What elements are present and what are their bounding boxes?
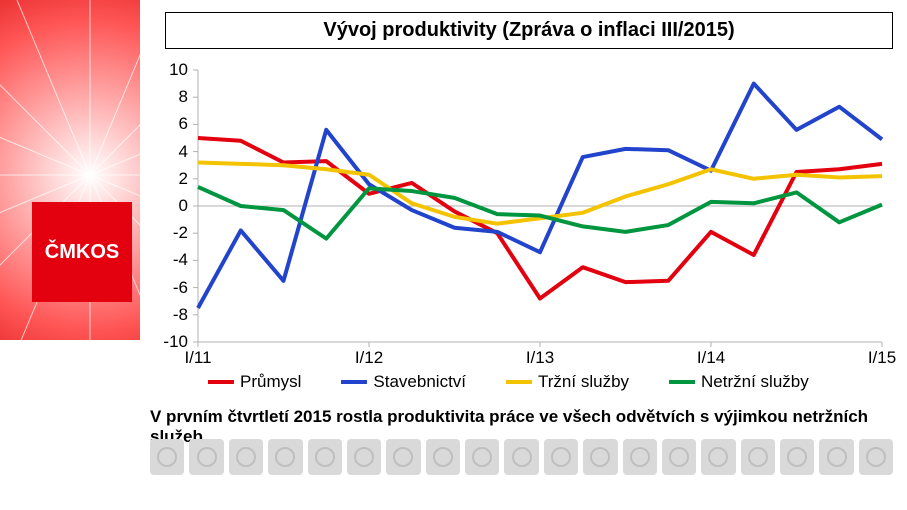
- legend: Průmysl Stavebnictví Tržní služby Netržní s…: [208, 372, 809, 392]
- logo-text: ČMKOS: [45, 241, 119, 264]
- affiliate-logo-placeholder: [741, 439, 775, 475]
- affiliate-logo-placeholder: [347, 439, 381, 475]
- legend-label: Průmysl: [240, 372, 301, 392]
- series-line: [198, 187, 882, 239]
- affiliate-logo-placeholder: [701, 439, 735, 475]
- legend-swatch: [669, 380, 695, 384]
- x-tick-label: I/11: [184, 348, 211, 368]
- chart-svg: [150, 60, 892, 380]
- affiliate-logo-placeholder: [386, 439, 420, 475]
- chart-area: 1086420-2-4-6-8-10 I/11I/12I/13I/14I/15: [150, 60, 892, 380]
- legend-swatch: [208, 380, 234, 384]
- affiliate-logo-placeholder: [268, 439, 302, 475]
- affiliate-logo-placeholder: [189, 439, 223, 475]
- legend-item: Stavebnictví: [341, 372, 466, 392]
- affiliate-logo-placeholder: [662, 439, 696, 475]
- x-tick-label: I/15: [868, 348, 896, 368]
- affiliate-logo-placeholder: [465, 439, 499, 475]
- affiliate-logo-placeholder: [544, 439, 578, 475]
- x-tick-label: I/14: [697, 348, 725, 368]
- legend-label: Netržní služby: [701, 372, 809, 392]
- affiliate-logo-placeholder: [504, 439, 538, 475]
- legend-item: Průmysl: [208, 372, 301, 392]
- affiliate-logo-placeholder: [308, 439, 342, 475]
- x-tick-label: I/13: [526, 348, 554, 368]
- legend-swatch: [341, 380, 367, 384]
- legend-label: Tržní služby: [538, 372, 629, 392]
- logo-box: ČMKOS: [32, 202, 132, 302]
- affiliate-logo-placeholder: [819, 439, 853, 475]
- legend-swatch: [506, 380, 532, 384]
- affiliate-logo-placeholder: [583, 439, 617, 475]
- chart-title: Vývoj produktivity (Zpráva o inflaci III…: [323, 19, 734, 41]
- legend-label: Stavebnictví: [373, 372, 466, 392]
- x-tick-label: I/12: [355, 348, 383, 368]
- affiliate-logo-placeholder: [859, 439, 893, 475]
- affiliate-logo-placeholder: [150, 439, 184, 475]
- affiliate-logo-placeholder: [426, 439, 460, 475]
- logo-strip: [150, 437, 893, 477]
- legend-item: Netržní služby: [669, 372, 809, 392]
- affiliate-logo-placeholder: [623, 439, 657, 475]
- affiliate-logo-placeholder: [780, 439, 814, 475]
- legend-item: Tržní služby: [506, 372, 629, 392]
- affiliate-logo-placeholder: [229, 439, 263, 475]
- left-decor-panel: ČMKOS: [0, 0, 140, 340]
- chart-title-box: Vývoj produktivity (Zpráva o inflaci III…: [165, 12, 893, 49]
